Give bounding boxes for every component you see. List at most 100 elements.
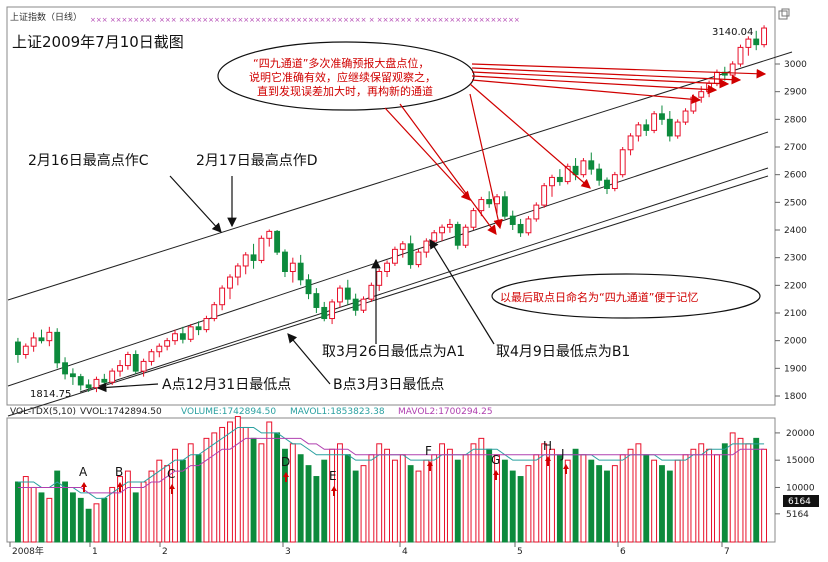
volume-panel-frame [6,417,776,543]
candle [604,179,610,189]
volume-bar [305,465,312,543]
candle [329,301,336,320]
candle [156,345,163,353]
candle [564,165,571,183]
candle [250,254,257,261]
candle [258,237,265,261]
channel-note-callout: “四九通道”多次准确预报大盘点位， 说明它准确有效，应继续保留观察之， 直到发现… [217,41,475,111]
volume-bar [494,454,500,543]
candle [674,121,681,137]
volume-bar [454,459,461,543]
volume-bar [399,454,406,543]
candle [446,223,453,228]
candle [360,298,367,311]
page-title: 上证2009年7月10日截图 [12,33,184,51]
price-tick-label: 1800 [784,392,807,402]
volume-marker-b: B [115,465,123,479]
candle [635,124,642,137]
up-arrow-icon [545,456,551,466]
volume-bar [179,459,186,543]
candle [596,168,603,181]
volume-bar [85,508,92,543]
candle [211,304,218,320]
volume-bar [745,443,752,543]
volume-bar [321,459,328,543]
volume-tick-label: 15000 [786,456,815,466]
up-arrow-icon [493,470,499,480]
label-point-d: 2月17日最高点作D [196,152,318,169]
candle [234,265,241,278]
candle [549,176,555,187]
volume-markers: A B C D E F G HJ [79,439,569,496]
candle [399,243,406,250]
candle [22,345,29,356]
candle [501,196,508,217]
candle [423,240,430,253]
note-arrow [384,107,471,201]
price-tick-label: 2000 [784,337,807,347]
candle [376,271,383,286]
point-arrow [287,333,331,385]
candle [242,254,249,267]
price-tick-label: 2100 [784,309,807,319]
low-value-label: 1814.75 [30,389,71,400]
candle [659,113,665,120]
note-line-1: “四九通道”多次准确预报大盘点位， [253,56,429,70]
note-arrow [471,63,767,79]
candle [132,354,139,372]
candle [698,91,705,98]
note-arrow [471,75,718,95]
candle [714,71,720,84]
panel-label: 上证指数（日线） [10,11,82,23]
signal-markers: ××× ×××××××× ××× ×××××××××××××××××××××××… [90,16,520,24]
candle [117,365,123,372]
note-arrow [469,93,503,230]
price-tick-label: 1900 [784,364,807,374]
volume-bar [195,454,202,543]
volume-bar [368,454,375,543]
volume-bar [101,497,108,543]
note-arrow [471,71,730,89]
candle [737,46,744,65]
candle [651,113,658,131]
candle [77,376,84,386]
candle [494,196,500,205]
volume-marker-j: J [560,447,565,461]
candle [509,215,516,225]
up-arrow-icon [283,472,289,482]
volume-bar [376,443,383,543]
signal-markers-row: ××× ×××××××× ××× ×××××××××××××××××××××××… [90,16,520,24]
volume-bar [761,448,768,543]
volume-bar [737,437,744,543]
volume-bar [69,492,76,543]
candle [384,262,391,273]
point-arrow [429,238,495,345]
volume-bar [415,470,422,543]
window-restore-icon[interactable] [778,8,790,20]
volume-bar [588,459,595,543]
candle [62,362,68,375]
volume-bar [659,465,665,543]
candle [93,378,100,389]
volume-bar [234,416,241,543]
volume-bar [556,454,563,543]
volume-bar [391,459,398,543]
mavol2-label: MAVOL2:1700294.25 [398,407,493,417]
candle [611,174,618,190]
volume-bar [313,476,320,543]
candle [274,230,281,253]
naming-note-callout: 以最后取点日命名为“四九通道”便于记忆 [491,273,761,319]
label-point-b1: 取4月9日最低点为B1 [496,344,630,360]
volume-bar [211,432,218,543]
volume-marker-c: C [167,467,175,481]
candle [195,326,202,331]
volume-marker-f: F [425,444,432,458]
note-arrow [471,67,742,85]
time-tick-label: 3 [285,547,291,557]
volume-bar [666,470,673,543]
candlestick-series [14,25,768,393]
up-arrow-icon [427,461,433,471]
volume-series [14,416,768,543]
channel-line [79,167,769,393]
volume-bar [651,459,658,543]
